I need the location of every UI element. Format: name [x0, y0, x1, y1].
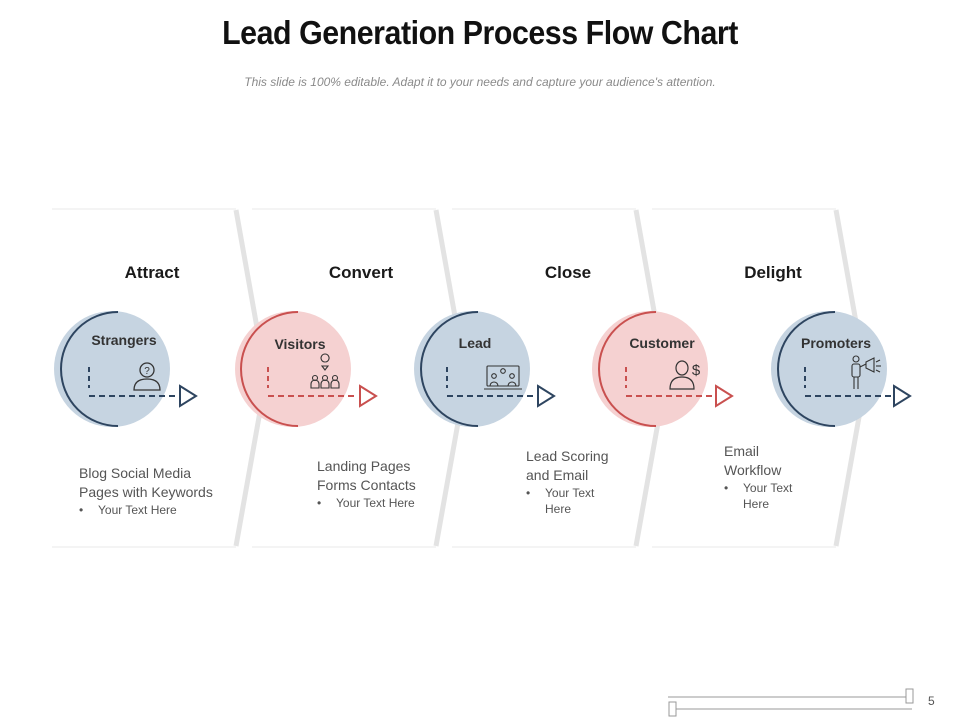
circle-node-visitors: Visitors: [235, 311, 378, 427]
person-megaphone-icon: [851, 355, 881, 389]
bullet-item: Your Text Here: [526, 485, 636, 517]
arrow-head: [715, 384, 734, 408]
description-line: Pages with Keywords: [79, 484, 213, 500]
bullet-item: Your Text Here: [317, 495, 457, 511]
bullet-list: Your Text Here: [317, 495, 457, 511]
stage-description-delight: Email Workflow Your Text Here: [724, 442, 834, 512]
stage-description-convert: Landing Pages Forms Contacts Your Text H…: [317, 457, 457, 511]
bullet-text-line: Your Text: [743, 481, 793, 495]
footer-handle-right: [905, 688, 914, 704]
circle-fill: [414, 311, 530, 427]
circle-label-customer: Customer: [629, 335, 695, 351]
circle-node-strangers: Strangers ?: [54, 311, 198, 427]
footer-progress-decoration: [668, 688, 914, 717]
bullet-text-line: Here: [545, 502, 572, 516]
circle-fill: [54, 311, 170, 427]
description-line: Lead Scoring: [526, 448, 609, 464]
circle-node-lead: Lead: [414, 311, 556, 427]
bullet-text-line: Here: [743, 497, 770, 511]
chevron-panel-delight: [652, 210, 866, 546]
description-line: and Email: [526, 467, 589, 483]
circle-fill: [771, 311, 887, 427]
arrow-head: [893, 384, 912, 408]
svg-text:?: ?: [144, 366, 150, 377]
bullet-item: Your Text Here: [79, 502, 249, 518]
circle-label-strangers: Strangers: [91, 332, 157, 348]
circle-label-lead: Lead: [459, 335, 492, 351]
circle-node-promoters: Promoters: [771, 311, 912, 427]
stage-heading-convert: Convert: [329, 263, 394, 282]
bullet-list: Your Text Here: [79, 502, 249, 518]
stage-description-attract: Blog Social Media Pages with Keywords Yo…: [79, 464, 249, 518]
description-line: Forms Contacts: [317, 477, 416, 493]
description-line: Blog Social Media: [79, 465, 192, 481]
page-subtitle: This slide is 100% editable. Adapt it to…: [244, 75, 716, 89]
stage-heading-attract: Attract: [125, 263, 180, 282]
stage-heading-delight: Delight: [744, 263, 802, 282]
circle-arc: [60, 311, 119, 427]
circle-label-visitors: Visitors: [274, 336, 325, 352]
circle-arc: [777, 311, 836, 427]
arrow-head: [359, 384, 378, 408]
description-line: Workflow: [724, 462, 782, 478]
chevron-panel-convert: [252, 210, 466, 546]
circle-arc: [240, 311, 299, 427]
circle-arc: [598, 311, 657, 427]
bullet-list: Your Text Here: [724, 480, 834, 512]
description-line: Email: [724, 443, 760, 459]
circle-arc: [420, 311, 479, 427]
arrow-head: [179, 384, 198, 408]
page-title: Lead Generation Process Flow Chart: [222, 14, 738, 51]
stage-description-close: Lead Scoring and Email Your Text Here: [526, 447, 636, 517]
person-dollar-icon: $: [669, 360, 701, 390]
bullet-text-line: Your Text: [545, 486, 595, 500]
bullet-list: Your Text Here: [526, 485, 636, 517]
chevron-panels: [52, 208, 869, 548]
circle-label-promoters: Promoters: [801, 335, 871, 351]
bullet-item: Your Text Here: [724, 480, 834, 512]
stage-heading-close: Close: [545, 263, 591, 282]
svg-text:$: $: [692, 362, 701, 379]
footer-handle-left: [668, 701, 677, 717]
group-location-icon: [310, 353, 340, 389]
page-number: 5: [928, 694, 935, 708]
person-question-icon: ?: [133, 362, 161, 391]
chevron-panel-close: [452, 210, 666, 546]
circle-fill: [235, 311, 351, 427]
arrow-head: [537, 384, 556, 408]
circle-node-customer: Customer $: [592, 311, 734, 427]
circle-fill: [592, 311, 708, 427]
description-line: Landing Pages: [317, 458, 411, 474]
monitor-team-icon: [484, 365, 522, 390]
